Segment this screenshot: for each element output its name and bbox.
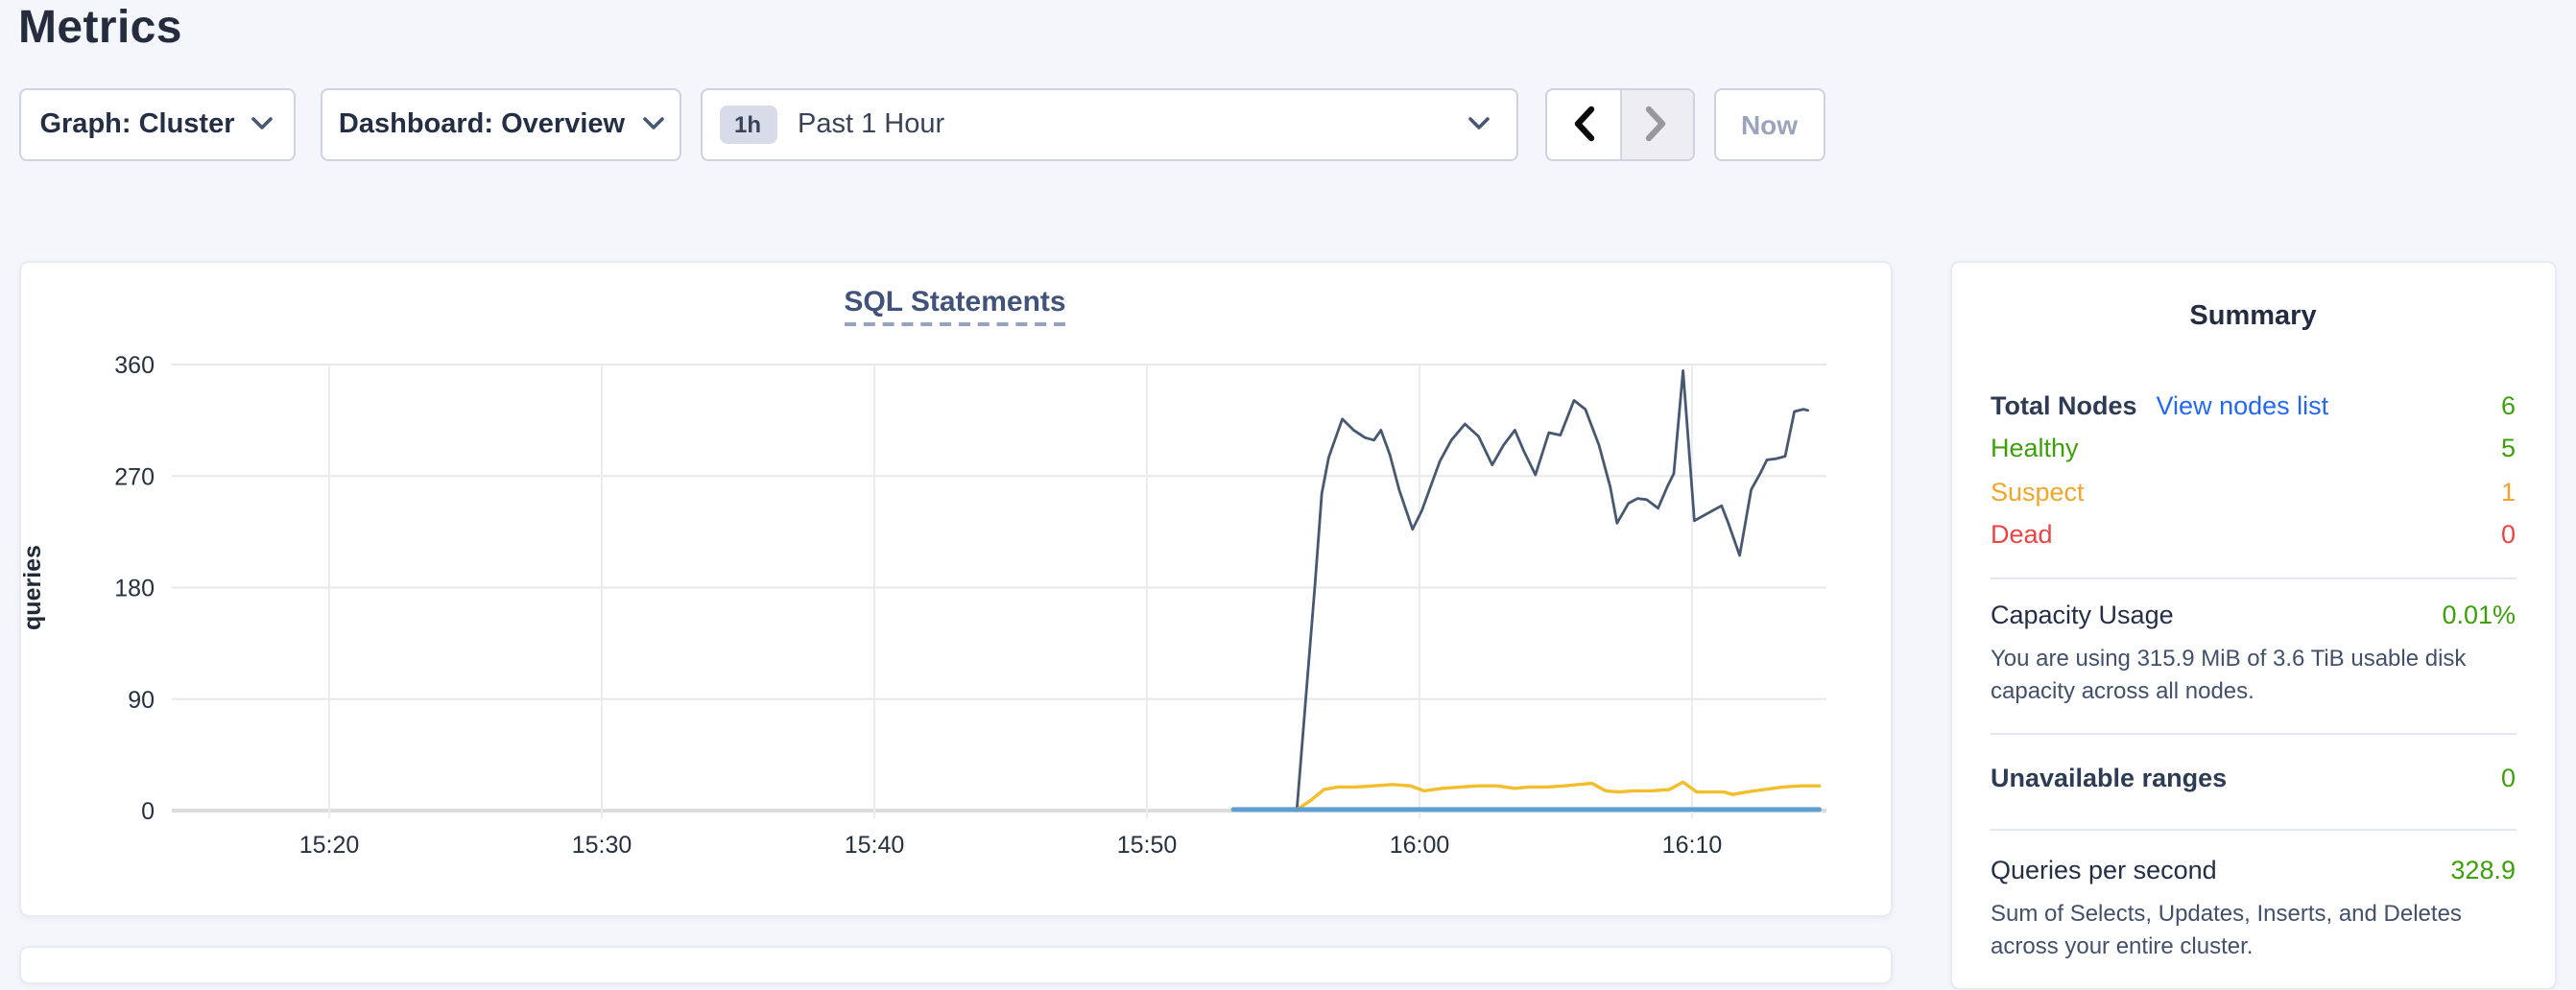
sql-statements-chart[interactable]: 0 90 180 270 360 15:20 15:30 15:40 15:50 16:00 16:… (20, 263, 1894, 919)
chevron-right-icon (1645, 106, 1668, 142)
qps-label: Queries per second (1991, 855, 2217, 884)
capacity-description: You are using 315.9 MiB of 3.6 TiB usabl… (1991, 645, 2467, 704)
time-window-badge: 1h (719, 105, 777, 143)
unavailable-ranges-row: Unavailable ranges 0 (1991, 756, 2516, 799)
graph-dropdown[interactable]: Graph: Cluster (18, 87, 295, 160)
chevron-left-icon (1571, 106, 1594, 142)
svg-text:270: 270 (113, 463, 154, 490)
now-button-label: Now (1740, 108, 1799, 139)
time-step-controls (1544, 87, 1694, 160)
capacity-label: Capacity Usage (1991, 601, 2174, 629)
now-button[interactable]: Now (1713, 87, 1825, 160)
unavailable-ranges-label: Unavailable ranges (1991, 763, 2228, 792)
time-window-label: Past 1 Hour (798, 108, 945, 139)
chevron-down-icon (1468, 117, 1490, 130)
page-title: Metrics (18, 2, 182, 54)
capacity-value: 0.01% (2442, 601, 2516, 629)
node-status-section: Total Nodes View nodes list 6 Healthy 5 Su… (1991, 384, 2516, 556)
svg-text:queries: queries (20, 545, 45, 630)
node-status-row: Healthy 5 (1991, 434, 2516, 463)
graph-dropdown-label: Graph: Cluster (39, 108, 235, 139)
svg-text:15:40: 15:40 (844, 832, 904, 859)
metrics-page: Metrics Graph: Cluster Dashboard: Overvi… (18, 2, 2556, 990)
chevron-down-icon (251, 117, 274, 130)
dashboard-dropdown-label: Dashboard: Overview (338, 108, 626, 139)
svg-text:16:00: 16:00 (1389, 832, 1449, 859)
chevron-down-icon (642, 117, 663, 130)
node-status-row: Dead 0 (1991, 520, 2516, 550)
svg-text:15:30: 15:30 (571, 832, 632, 859)
next-time-button[interactable] (1619, 89, 1692, 158)
divider (1991, 578, 2516, 579)
svg-text:0: 0 (140, 798, 154, 825)
svg-text:360: 360 (113, 352, 154, 379)
capacity-section: Capacity Usage 0.01% You are using 315.9… (1991, 579, 2516, 708)
svg-text:90: 90 (127, 687, 154, 714)
sql-statements-chart-card: SQL Statements 0 90 180 270 360 15:20 15:30 15:… (18, 261, 1892, 917)
node-status-rows: Healthy 5 Suspect 1 Dead 0 (1991, 427, 2516, 556)
divider (1991, 733, 2516, 735)
summary-title: Summary (2189, 301, 2317, 332)
time-window-selector[interactable]: 1h Past 1 Hour (700, 87, 1518, 160)
total-nodes-row: Total Nodes View nodes list 6 (1991, 384, 2516, 427)
chart-title[interactable]: SQL Statements (844, 286, 1066, 326)
svg-text:16:10: 16:10 (1661, 832, 1722, 859)
previous-time-button[interactable] (1546, 89, 1619, 158)
divider (1991, 828, 2516, 830)
view-nodes-list-link[interactable]: View nodes list (2156, 390, 2329, 420)
qps-value: 328.9 (2450, 855, 2516, 884)
svg-text:15:20: 15:20 (298, 832, 359, 859)
dashboard-dropdown[interactable]: Dashboard: Overview (321, 87, 681, 160)
svg-text:15:50: 15:50 (1116, 832, 1177, 859)
unavailable-ranges-value: 0 (2500, 763, 2516, 792)
qps-description: Sum of Selects, Updates, Inserts, and De… (1991, 899, 2462, 958)
total-nodes-label: Total Nodes (1991, 390, 2137, 420)
summary-panel: Summary Total Nodes View nodes list 6 He… (1950, 261, 2556, 990)
queries-per-second-section: Queries per second 328.9 Sum of Selects,… (1991, 830, 2516, 962)
svg-text:180: 180 (113, 576, 154, 602)
next-chart-card (18, 945, 1892, 983)
node-status-row: Suspect 1 (1991, 477, 2516, 507)
total-nodes-value: 6 (2500, 390, 2516, 420)
